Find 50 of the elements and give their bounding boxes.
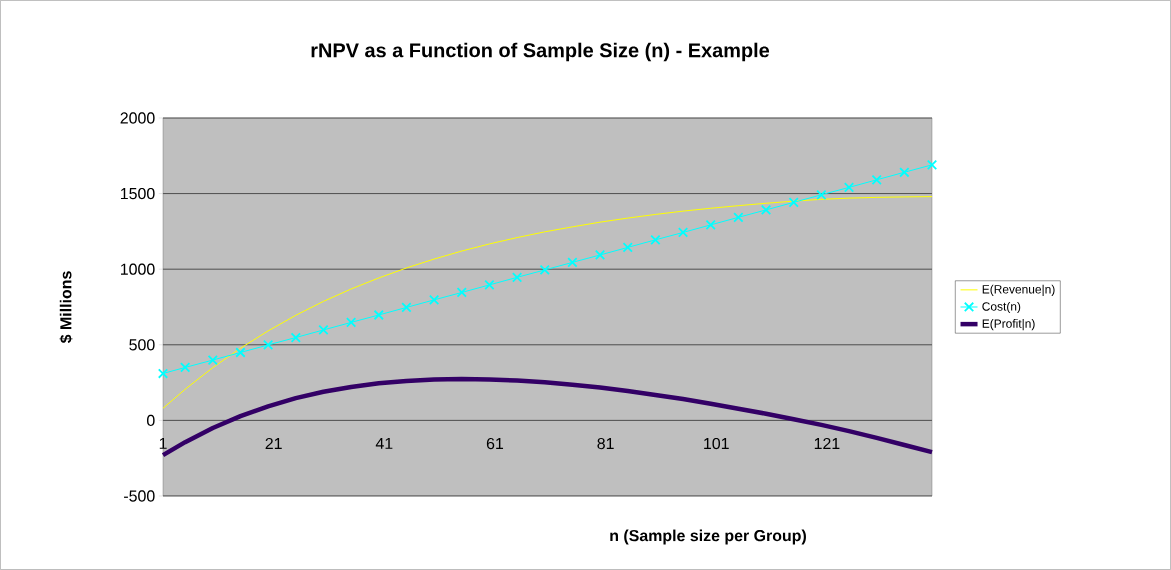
- x-tick-label: 101: [704, 437, 729, 450]
- point: [157, 368, 169, 379]
- point: [760, 204, 772, 216]
- chart-title: rNPV as a Function of Sample Size (n) - Example: [311, 42, 770, 62]
- point: [456, 287, 467, 298]
- point: [373, 309, 384, 321]
- x-tick-label: 41: [375, 437, 393, 449]
- point: [345, 317, 357, 328]
- x-tick-label: 1: [159, 437, 167, 449]
- point: [926, 159, 938, 170]
- y-tick-label: 0: [147, 414, 155, 427]
- x-tick-label: 121: [814, 437, 840, 450]
- point: [622, 242, 633, 253]
- point: [207, 354, 218, 366]
- x-tick-label: 81: [597, 437, 614, 450]
- y-tick-label: -500: [124, 490, 155, 502]
- y-tick-label: 2000: [120, 112, 155, 124]
- point: [733, 212, 744, 223]
- point: [594, 249, 606, 261]
- point: [484, 279, 495, 291]
- point: [539, 264, 550, 276]
- point: [290, 332, 301, 343]
- point: [677, 227, 689, 238]
- point: [401, 302, 412, 313]
- y-tick-label: 1500: [121, 187, 155, 200]
- point: [843, 182, 855, 193]
- x-tick-label: 21: [265, 437, 282, 450]
- y-tick-label: 500: [129, 339, 155, 351]
- y-axis-title: $ Millions: [59, 271, 73, 344]
- point: [816, 189, 827, 200]
- point: [788, 197, 799, 208]
- legend-label: E(Profit|n): [982, 319, 1035, 331]
- point: [428, 294, 440, 306]
- legend-label: E(Revenue|n): [982, 284, 1055, 296]
- point: [567, 257, 578, 268]
- point: [705, 219, 716, 231]
- x-axis-title: n (Sample size per Group): [610, 529, 806, 545]
- point: [871, 174, 882, 185]
- point: [318, 324, 329, 336]
- x-tick-label: 61: [486, 437, 504, 450]
- y-tick-label: 1000: [121, 263, 155, 275]
- point: [650, 234, 661, 245]
- point: [180, 362, 191, 373]
- line-series: [160, 376, 935, 458]
- line-series: [162, 196, 933, 409]
- point: [511, 272, 523, 283]
- point: [262, 339, 274, 351]
- legend-label: Cost(n): [982, 301, 1021, 314]
- point: [235, 347, 246, 358]
- point: [899, 167, 910, 178]
